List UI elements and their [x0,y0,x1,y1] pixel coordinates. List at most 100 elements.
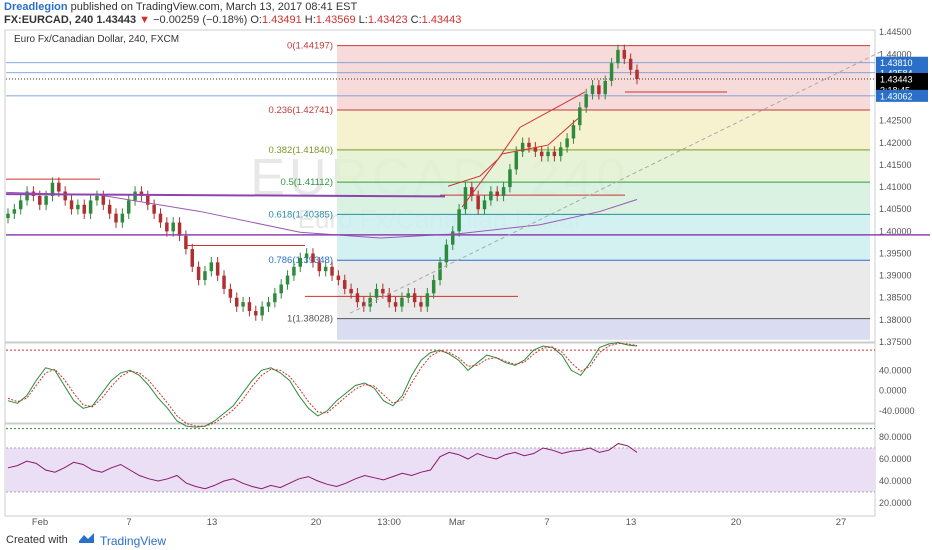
y-tick-label: 1.37500 [879,337,912,347]
fib-level-label: 0.5(1.41112) [281,177,333,188]
chart-area[interactable]: EURCAD, 240Euro Fx/Canadian Dollar0(1.44… [0,0,932,528]
candle-body [196,266,201,281]
low-label: L: [358,14,368,26]
candle-body [336,275,341,281]
y-tick-label: 1.42000 [879,138,912,148]
candle-body [571,125,576,139]
candle-body [126,200,131,214]
candle-body [139,191,144,196]
candle-body [101,195,106,205]
y-tick-label: 1.41000 [879,182,912,192]
candle-body [597,85,601,95]
fib-band [337,110,870,150]
candle-body [234,297,239,307]
symbol-label: FX:EURCAD, 240 [4,14,94,26]
footer: Created with TradingView [0,528,932,550]
candle-body [171,222,175,232]
candle-body [590,85,595,95]
candle-body [120,213,125,223]
candle-body [273,293,277,303]
candle-body [203,271,207,281]
candle-body [520,142,525,152]
candle-body [44,195,48,205]
last-price: 1.43443 [96,14,137,26]
created-with-text: Created with [6,534,68,546]
candle-body [425,293,430,307]
candle-body [76,204,80,210]
fib-band [337,214,870,261]
x-tick-label: 7 [544,517,549,528]
y-tick-label: -40.0000 [879,406,915,416]
y-tick-label: 20.0000 [879,498,912,508]
low-value: 1.43423 [367,14,408,26]
y-tick-label: 1.40500 [879,204,912,214]
x-tick-label: Mar [449,517,465,528]
candle-body [95,195,99,201]
candle-body [12,209,17,214]
y-tick-label: 80.0000 [879,432,912,442]
candle-body [508,169,512,188]
x-tick-label: 20 [311,517,322,528]
candle-body [152,204,156,214]
candle-body [63,191,67,201]
y-tick-label: 40.0000 [879,476,912,486]
y-tick-label: 1.41500 [879,160,912,170]
candle-body [184,235,188,250]
open-label: O: [250,14,262,26]
price-tag-label: 1.43443 [880,74,913,84]
candle-body [635,69,639,79]
candle-body [266,302,271,307]
tradingview-brand[interactable]: TradingView [100,534,167,548]
candle-body [330,266,334,276]
candle-body [114,213,118,223]
candle-body [368,297,372,307]
candle-body [501,187,506,196]
candle-body [215,262,220,276]
candle-body [609,63,614,81]
price-tag-label: 1.43062 [880,91,913,101]
y-tick-label: 60.0000 [879,454,912,464]
candle-body [177,222,182,236]
candle-body [362,302,366,307]
candle-body [400,297,404,307]
candle-body [476,195,480,210]
fib-level-label: 0.618(1.40385) [269,209,333,220]
candle-body [342,280,347,289]
author-link[interactable]: Dreadlegion [4,1,68,13]
candle-body [355,293,360,303]
candle-body [406,293,411,298]
fib-band [337,318,870,340]
candle-body [25,191,29,201]
x-tick-label: 13 [626,517,637,528]
candle-body [18,200,23,210]
candle-body [412,293,417,303]
candle-body [82,204,86,214]
overlay-line [349,51,881,314]
price-tag [876,56,928,69]
candle-body [349,288,353,294]
candle-body [247,302,252,312]
candle-body [50,182,55,196]
rsi-band [6,448,875,492]
high-value: 1.43569 [315,14,356,26]
y-tick-label: 1.38500 [879,293,912,303]
candle-body [584,94,588,108]
candle-body [323,266,328,272]
candle-body [616,49,620,64]
x-tick-label: 13 [207,517,218,528]
fib-band [337,149,870,183]
chart-title: Euro Fx/Canadian Dollar, 240, FXCM [14,34,179,45]
candle-body [387,293,391,303]
price-tag [876,89,928,102]
candle-body [38,195,42,205]
rsi-series-line [7,443,638,490]
candle-body [419,302,423,307]
y-tick-label: 1.42500 [879,116,912,126]
candle-body [539,151,544,157]
candle-body [381,288,385,294]
candle-body [431,280,436,294]
y-tick-label: 1.44000 [879,49,912,59]
candle-body [603,80,607,95]
candle-body [463,187,468,210]
fib-level-label: 0(1.44197) [287,41,333,52]
